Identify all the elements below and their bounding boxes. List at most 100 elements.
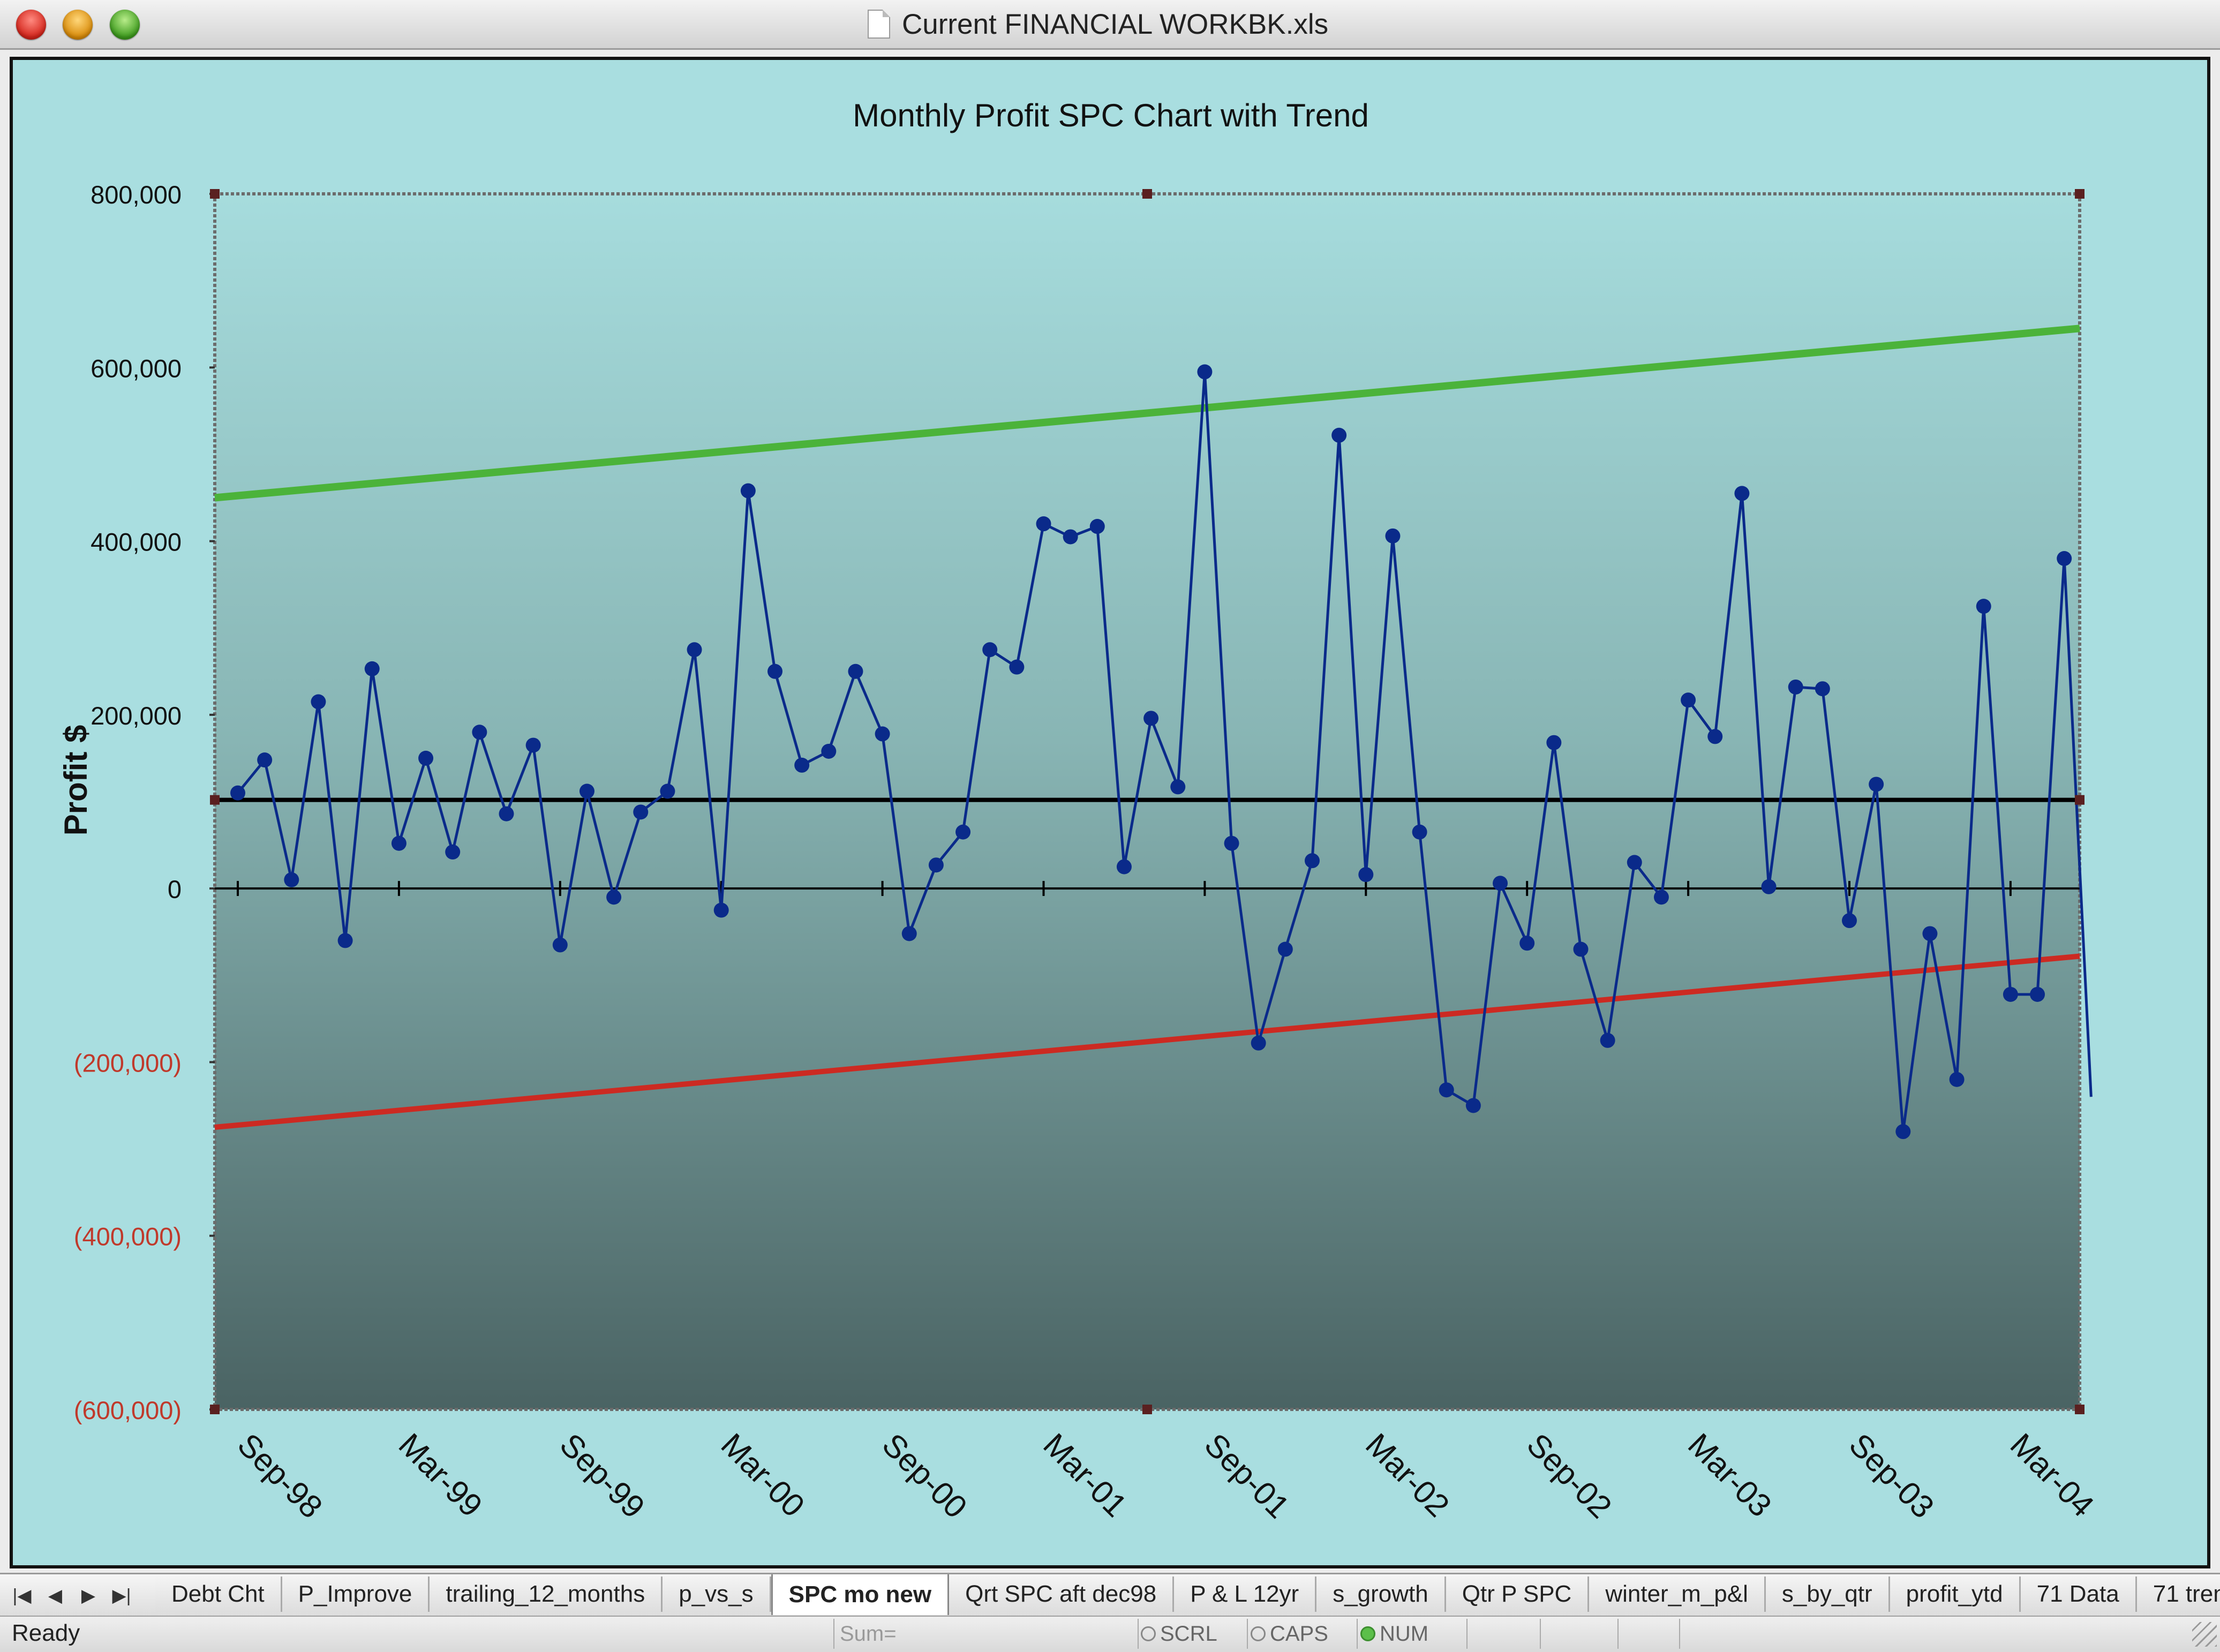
profit-data-point	[875, 726, 890, 742]
profit-data-point	[928, 857, 944, 873]
profit-data-point	[1412, 824, 1427, 840]
profit-data-point	[1895, 1124, 1911, 1140]
selection-handle	[210, 189, 220, 199]
profit-data-point	[1842, 913, 1857, 929]
document-icon	[868, 10, 890, 39]
status-bar: Ready Sum= SCRL CAPS NUM	[0, 1616, 2220, 1652]
tab-nav-button[interactable]: ▶	[81, 1586, 96, 1606]
profit-data-point	[1546, 735, 1562, 750]
profit-data-point	[445, 844, 461, 860]
profit-data-point	[579, 783, 594, 799]
chart-title: Monthly Profit SPC Chart with Trend	[853, 97, 1369, 133]
status-segment	[1470, 1619, 1541, 1649]
sheet-tab[interactable]: Qtr P SPC	[1446, 1576, 1590, 1612]
spc-chart[interactable]: Monthly Profit SPC Chart with Trend Prof…	[13, 60, 2207, 1565]
y-tick-label: (200,000)	[74, 1048, 182, 1077]
num-indicator-label: NUM	[1380, 1621, 1429, 1646]
x-tick-label: Mar-04	[2004, 1427, 2101, 1524]
selection-handle	[2075, 189, 2084, 199]
profit-data-point	[1251, 1035, 1266, 1051]
profit-data-point	[284, 872, 299, 887]
x-tick-label: Sep-98	[231, 1427, 329, 1525]
y-tick-label: (400,000)	[74, 1223, 182, 1251]
profit-data-point	[1681, 692, 1696, 708]
resize-grip-icon[interactable]	[2192, 1622, 2217, 1647]
selection-handle	[2075, 795, 2084, 805]
sheet-tab[interactable]: s_growth	[1316, 1576, 1446, 1612]
x-tick-label: Mar-01	[1036, 1427, 1134, 1524]
selection-handle	[210, 795, 220, 805]
sheet-tab[interactable]: s_by_qtr	[1765, 1576, 1890, 1612]
profit-data-point	[1170, 779, 1186, 795]
profit-data-point	[606, 889, 622, 905]
sheet-tabs: Debt Cht P_Improve trailing_12_months p_vs_…	[155, 1574, 2220, 1617]
y-tick-label: 600,000	[91, 354, 182, 382]
profit-data-point	[1922, 926, 1938, 941]
status-ready: Ready	[12, 1620, 80, 1646]
profit-data-point	[1305, 853, 1320, 869]
profit-data-point	[311, 694, 326, 710]
profit-data-point	[1358, 867, 1374, 882]
sheet-tab-bar: |◀ ◀ ▶ ▶| Debt Cht P_Improve trailing_12_mont…	[0, 1573, 2220, 1617]
caps-indicator-label: CAPS	[1270, 1621, 1328, 1646]
sheet-tab[interactable]: trailing_12_months	[430, 1576, 663, 1612]
profit-data-point	[1707, 729, 1723, 744]
x-tick-label: Sep-02	[1520, 1427, 1619, 1525]
sheet-tab[interactable]: 71 trend	[2136, 1576, 2220, 1612]
sheet-tab[interactable]: profit_ytd	[1890, 1576, 2021, 1612]
profit-data-point	[1089, 519, 1105, 534]
profit-data-point	[1224, 835, 1239, 851]
minimize-window-button[interactable]	[63, 10, 93, 40]
profit-data-point	[848, 663, 863, 679]
sheet-tab[interactable]: winter_m_p&l	[1589, 1576, 1766, 1612]
profit-data-point	[1573, 941, 1589, 957]
selection-handle	[210, 1405, 220, 1414]
profit-data-point	[687, 642, 702, 658]
caps-indicator-light	[1251, 1626, 1266, 1641]
sheet-tab[interactable]: 71 Data	[2020, 1576, 2137, 1612]
profit-data-point	[1493, 876, 1508, 891]
sheet-tab[interactable]: P_Improve	[282, 1576, 430, 1612]
num-indicator-light	[1360, 1626, 1375, 1641]
x-tick-label: Sep-01	[1198, 1427, 1296, 1525]
profit-data-point	[1439, 1082, 1454, 1098]
profit-data-point	[337, 933, 353, 948]
profit-data-point	[1331, 427, 1347, 443]
profit-data-point	[1788, 679, 1803, 695]
sheet-tab[interactable]: Debt Cht	[155, 1576, 282, 1612]
tab-navigation: |◀ ◀ ▶ ▶|	[5, 1580, 138, 1612]
window-titlebar: Current FINANCIAL WORKBK.xls	[0, 0, 2220, 50]
profit-data-point	[552, 937, 568, 953]
profit-data-point	[821, 743, 837, 759]
scrl-indicator: SCRL	[1141, 1619, 1248, 1649]
close-window-button[interactable]	[16, 10, 46, 40]
tab-nav-button[interactable]: |◀	[12, 1586, 32, 1606]
sheet-tab[interactable]: P & L 12yr	[1174, 1576, 1317, 1612]
profit-data-point	[1277, 941, 1293, 957]
tab-nav-button[interactable]: ◀	[48, 1586, 63, 1606]
zoom-window-button[interactable]	[110, 10, 140, 40]
scrl-indicator-light	[1141, 1626, 1156, 1641]
profit-data-point	[633, 804, 649, 820]
profit-data-point	[1761, 879, 1777, 894]
profit-data-point	[391, 835, 407, 851]
sum-field: Sum=	[833, 1619, 1139, 1649]
profit-data-point	[499, 806, 514, 821]
sheet-tab[interactable]: Qrt SPC aft dec98	[949, 1576, 1175, 1612]
chart-sheet[interactable]: Monthly Profit SPC Chart with Trend Prof…	[10, 57, 2210, 1568]
profit-data-point	[982, 642, 998, 658]
sheet-tab[interactable]: p_vs_s	[663, 1576, 771, 1612]
profit-data-point	[525, 737, 541, 753]
y-tick-label: 200,000	[91, 701, 182, 730]
profit-data-point	[1063, 529, 1078, 545]
caps-indicator: CAPS	[1251, 1619, 1358, 1649]
x-tick-label: Sep-00	[875, 1427, 974, 1525]
profit-data-point	[713, 902, 729, 918]
sheet-tab[interactable]: SPC mo new	[771, 1574, 950, 1615]
profit-data-point	[901, 926, 917, 941]
window-title-text: Current FINANCIAL WORKBK.xls	[902, 8, 1329, 40]
tab-nav-button[interactable]: ▶|	[112, 1586, 131, 1606]
selection-handle	[1142, 1405, 1152, 1414]
profit-data-point	[1519, 936, 1535, 951]
profit-data-point	[364, 661, 380, 676]
